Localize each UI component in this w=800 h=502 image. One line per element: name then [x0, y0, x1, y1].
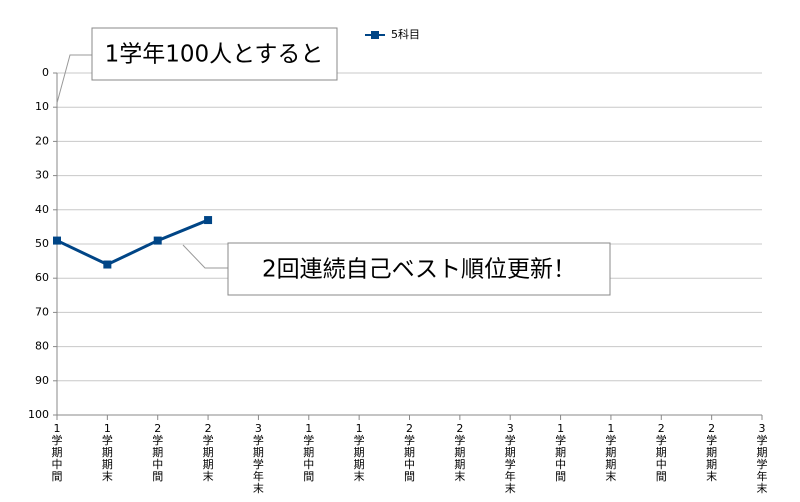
x-tick-label: 3 学期学年末: [505, 422, 516, 495]
x-tick-label: 1 学期中間: [555, 422, 566, 483]
annotation: 2回連続自己ベスト順位更新！: [262, 257, 576, 283]
x-tick-label: 2 学期中間: [404, 422, 415, 483]
x-tick-label: 2 学期期末: [706, 422, 717, 483]
y-tick-label: 30: [35, 169, 49, 182]
y-tick-label: 20: [35, 134, 49, 147]
y-tick-label: 80: [35, 340, 49, 353]
series-line: [56, 218, 209, 267]
point: [53, 236, 61, 245]
callout-box: [227, 242, 611, 296]
x-tick-label: 2 学期中間: [656, 422, 667, 483]
x-tick-label: 2 学期期末: [454, 422, 465, 483]
callout-2: 2回連続自己ベスト順位更新！: [182, 242, 611, 296]
y-tick-label: 90: [35, 374, 49, 387]
x-tick-label: 2 学期期末: [203, 422, 214, 483]
y-tick-label: 60: [35, 271, 49, 284]
y-tick-label: 0: [42, 66, 49, 79]
point: [153, 236, 162, 245]
x-tick-label: 1 学期期末: [354, 422, 365, 483]
callout-box: [91, 27, 338, 81]
y-tick-label: 50: [35, 237, 49, 250]
legend-marker: [371, 31, 379, 39]
y-tick-label: 70: [35, 305, 49, 318]
y-tick-label: 100: [28, 408, 49, 421]
point: [204, 216, 213, 225]
leader-line: [56, 54, 92, 104]
point: [103, 260, 112, 269]
x-tick-label: 1 学期期末: [605, 422, 616, 483]
y-tick-label: 10: [35, 100, 49, 113]
x-tick-label: 1 学期期末: [102, 422, 113, 483]
x-tick-label: 2 学期中間: [152, 422, 163, 483]
callout-1: 1学年100人とすると: [56, 27, 338, 104]
x-tick-label: 3 学期学年末: [757, 422, 768, 495]
y-tick-label: 40: [35, 203, 49, 216]
annotation: 1学年100人とすると: [105, 42, 324, 68]
leader-line: [182, 244, 228, 269]
x-tick-label: 1 学期中間: [52, 422, 63, 483]
x-tick-label: 1 学期中間: [303, 422, 314, 483]
x-tick-label: 3 学期学年末: [253, 422, 264, 495]
legend-label: 5科目: [391, 27, 420, 41]
